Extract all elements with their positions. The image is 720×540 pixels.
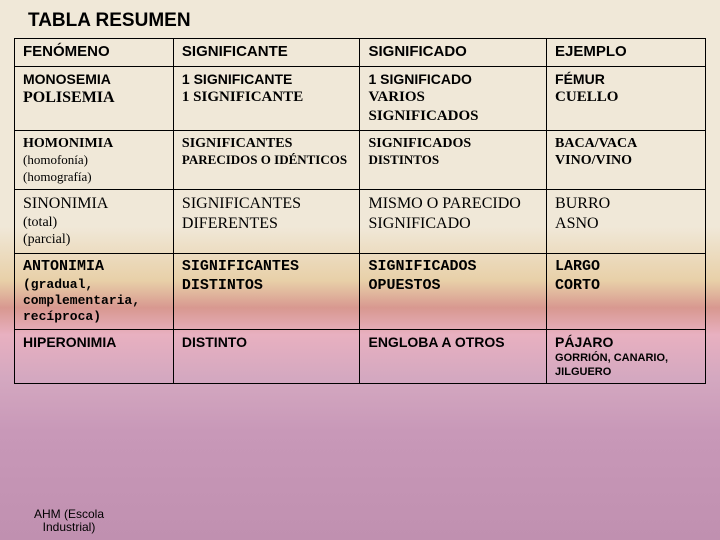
summary-table: FENÓMENO SIGNIFICANTE SIGNIFICADO EJEMPL… <box>14 38 706 384</box>
cell-text: SIGNIFICANTES DISTINTOS <box>173 253 360 330</box>
footer-credit: AHM (Escola Industrial) <box>34 508 104 534</box>
cell-text: LARGO <box>555 258 697 277</box>
cell: ANTONIMIA (gradual, complementaria, recí… <box>15 253 174 330</box>
cell: PÁJARO GORRIÓN, CANARIO, JILGUERO <box>547 330 706 384</box>
cell-text: MISMO O PARECIDO SIGNIFICADO <box>360 189 547 253</box>
cell: 1 SIGNIFICADO VARIOS SIGNIFICADOS <box>360 66 547 130</box>
cell-text: FÉMUR <box>555 71 697 89</box>
cell: LARGO CORTO <box>547 253 706 330</box>
cell-text: SIGNIFICANTES <box>182 135 352 153</box>
cell: MONOSEMIA POLISEMIA <box>15 66 174 130</box>
footer-line: Industrial) <box>34 521 104 534</box>
cell: BURRO ASNO <box>547 189 706 253</box>
cell-text: POLISEMIA <box>23 88 165 108</box>
cell-text: BACA/VACA <box>555 135 697 153</box>
header-fenomeno: FENÓMENO <box>15 39 174 67</box>
cell-text: GORRIÓN, CANARIO, JILGUERO <box>555 352 697 380</box>
cell: SIGNIFICANTES PARECIDOS O IDÉNTICOS <box>173 130 360 189</box>
cell-text: DISTINTOS <box>368 152 538 168</box>
header-ejemplo: EJEMPLO <box>547 39 706 67</box>
cell-text: 1 SIGNIFICANTE <box>182 71 352 89</box>
cell-text: (homografía) <box>23 169 165 185</box>
table-header-row: FENÓMENO SIGNIFICANTE SIGNIFICADO EJEMPL… <box>15 39 706 67</box>
cell: FÉMUR CUELLO <box>547 66 706 130</box>
cell-text: (homofonía) <box>23 152 165 168</box>
cell-text: ANTONIMIA <box>23 258 165 277</box>
cell-text: CUELLO <box>555 88 697 107</box>
cell: 1 SIGNIFICANTE 1 SIGNIFICANTE <box>173 66 360 130</box>
cell: HOMONIMIA (homofonía) (homografía) <box>15 130 174 189</box>
cell-text: 1 SIGNIFICANTE <box>182 88 352 107</box>
cell-text: HOMONIMIA <box>23 135 165 153</box>
cell-text: PÁJARO <box>555 334 697 352</box>
cell-text: VINO/VINO <box>555 152 697 170</box>
header-significante: SIGNIFICANTE <box>173 39 360 67</box>
cell: BACA/VACA VINO/VINO <box>547 130 706 189</box>
cell-text: HIPERONIMIA <box>15 330 174 384</box>
cell: SIGNIFICADOS DISTINTOS <box>360 130 547 189</box>
cell-text: ASNO <box>555 214 697 234</box>
table-row: MONOSEMIA POLISEMIA 1 SIGNIFICANTE 1 SIG… <box>15 66 706 130</box>
cell-text: VARIOS SIGNIFICADOS <box>368 88 538 126</box>
cell-text: DISTINTO <box>173 330 360 384</box>
table-row: SINONIMIA (total) (parcial) SIGNIFICANTE… <box>15 189 706 253</box>
footer-line: AHM (Escola <box>34 508 104 521</box>
cell-text: (gradual, complementaria, recíproca) <box>23 277 165 326</box>
table-row: HIPERONIMIA DISTINTO ENGLOBA A OTROS PÁJ… <box>15 330 706 384</box>
cell-text: PARECIDOS O IDÉNTICOS <box>182 152 352 168</box>
table-row: HOMONIMIA (homofonía) (homografía) SIGNI… <box>15 130 706 189</box>
cell: SINONIMIA (total) (parcial) <box>15 189 174 253</box>
cell-text: SIGNIFICADOS <box>368 135 538 153</box>
cell-text: SIGNIFICANTES DIFERENTES <box>173 189 360 253</box>
cell-text: (parcial) <box>23 231 165 249</box>
cell-text: SIGNIFICADOS OPUESTOS <box>360 253 547 330</box>
cell-text: SINONIMIA <box>23 194 165 214</box>
page-title: TABLA RESUMEN <box>28 10 706 32</box>
cell-text: ENGLOBA A OTROS <box>360 330 547 384</box>
cell-text: (total) <box>23 214 165 232</box>
header-significado: SIGNIFICADO <box>360 39 547 67</box>
cell-text: CORTO <box>555 277 697 296</box>
cell-text: BURRO <box>555 194 697 214</box>
table-row: ANTONIMIA (gradual, complementaria, recí… <box>15 253 706 330</box>
cell-text: 1 SIGNIFICADO <box>368 71 538 89</box>
cell-text: MONOSEMIA <box>23 71 165 89</box>
